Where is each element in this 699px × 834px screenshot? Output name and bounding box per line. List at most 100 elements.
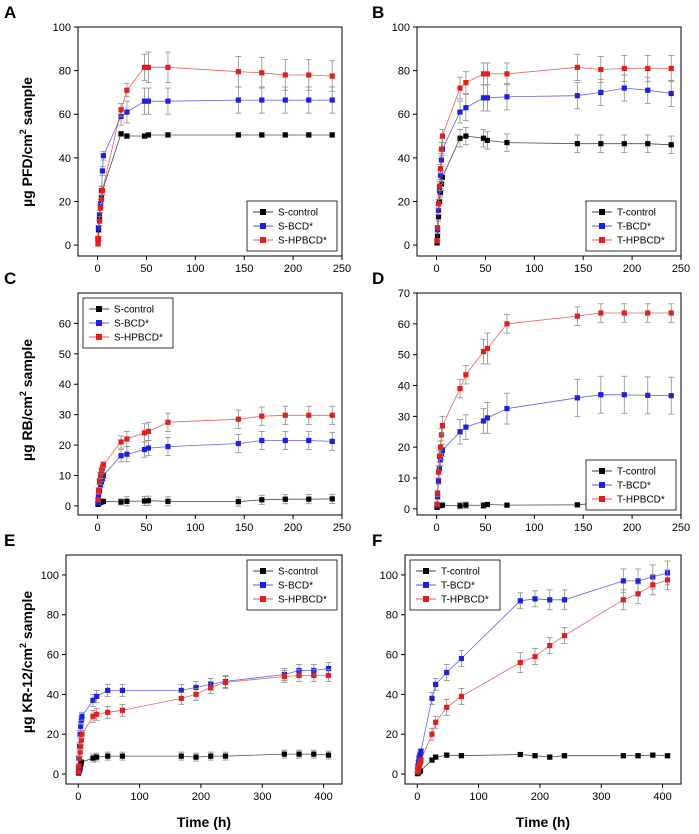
data-point	[145, 428, 151, 434]
data-point	[165, 498, 171, 504]
legend-swatch-marker	[260, 596, 266, 602]
data-point	[178, 695, 184, 701]
data-point	[668, 310, 674, 316]
data-point	[97, 472, 104, 479]
x-tick-label: 100	[525, 263, 543, 275]
series-line	[417, 754, 668, 774]
data-point	[99, 168, 106, 174]
x-tick-label: 200	[623, 263, 641, 275]
y-tick-label: 100	[41, 570, 59, 582]
data-point	[208, 753, 214, 759]
data-point	[329, 496, 335, 502]
data-point	[100, 462, 107, 468]
series-line	[78, 675, 329, 773]
data-point	[458, 693, 465, 699]
legend-swatch-marker	[599, 468, 605, 474]
y-tick-label: 100	[392, 22, 410, 34]
x-tick-label: 0	[94, 263, 100, 275]
data-point	[645, 392, 651, 398]
data-point	[480, 418, 487, 424]
x-tick-label: 100	[186, 522, 204, 534]
legend-label: S-control	[278, 567, 318, 578]
legend-swatch-marker	[423, 568, 429, 574]
data-point	[306, 412, 312, 418]
data-point	[435, 201, 442, 207]
data-point	[259, 70, 265, 76]
data-point	[433, 719, 439, 725]
data-point	[435, 478, 442, 484]
data-point	[574, 93, 580, 99]
data-point	[141, 447, 148, 453]
data-point	[145, 132, 151, 138]
data-point	[100, 153, 107, 159]
data-point	[574, 141, 580, 147]
data-point	[124, 451, 130, 457]
data-point	[437, 444, 444, 450]
series-hpbcd	[75, 669, 332, 775]
panel-letter: C	[4, 269, 16, 288]
data-point	[621, 65, 627, 72]
y-tick-label: 0	[53, 769, 59, 781]
data-point	[457, 85, 463, 91]
data-point	[95, 500, 101, 506]
data-point	[439, 422, 446, 429]
data-point	[598, 310, 604, 316]
data-point	[208, 684, 214, 691]
series-control	[75, 749, 332, 776]
data-point	[457, 135, 463, 141]
y-tick-label: 60	[398, 109, 410, 121]
x-tick-label: 200	[192, 791, 210, 803]
x-tick-label: 150	[235, 263, 253, 275]
data-point	[94, 693, 100, 699]
data-point	[433, 681, 439, 688]
series-line	[97, 414, 333, 500]
legend-label: S-HPBCD*	[278, 236, 327, 247]
data-point	[463, 372, 469, 378]
data-point	[165, 98, 171, 104]
data-point	[118, 499, 124, 505]
legend-swatch-marker	[599, 496, 605, 502]
series-hpbcd	[434, 303, 675, 507]
series-hpbcd	[95, 51, 336, 247]
data-point	[436, 183, 443, 189]
data-point	[235, 97, 241, 103]
data-point	[78, 759, 84, 765]
data-point	[165, 419, 171, 425]
x-tick-label: 250	[333, 263, 351, 275]
data-point	[645, 87, 651, 93]
legend-swatch-marker	[260, 568, 266, 574]
data-point	[480, 135, 487, 141]
data-point	[574, 502, 580, 508]
data-point	[457, 109, 463, 115]
data-point	[118, 131, 124, 137]
data-point	[668, 90, 674, 97]
data-point	[282, 97, 288, 103]
y-tick-label: 10	[59, 470, 71, 482]
y-tick-label: 0	[392, 769, 398, 781]
data-point	[436, 453, 443, 460]
data-point	[532, 753, 538, 759]
series-bcd	[95, 86, 336, 244]
data-point	[95, 225, 102, 231]
data-point	[296, 751, 302, 757]
data-point	[119, 753, 126, 759]
plot-frame	[77, 26, 343, 257]
data-point	[480, 71, 487, 77]
data-point	[96, 211, 103, 218]
panel-letter: F	[372, 531, 382, 550]
data-point	[282, 72, 288, 78]
legend-label: T-BCD*	[617, 222, 651, 233]
x-tick-label: 0	[94, 522, 100, 534]
data-point	[484, 95, 490, 101]
legend-swatch-marker	[599, 237, 605, 243]
y-tick-label: 70	[398, 288, 410, 300]
data-point	[635, 591, 641, 597]
y-tick-label: 0	[404, 504, 410, 516]
y-tick-label: 60	[59, 109, 71, 121]
series-line	[78, 753, 329, 774]
data-point	[96, 218, 103, 224]
legend-label: S-BCD*	[278, 222, 313, 233]
data-point	[664, 753, 671, 759]
data-point	[457, 503, 463, 509]
